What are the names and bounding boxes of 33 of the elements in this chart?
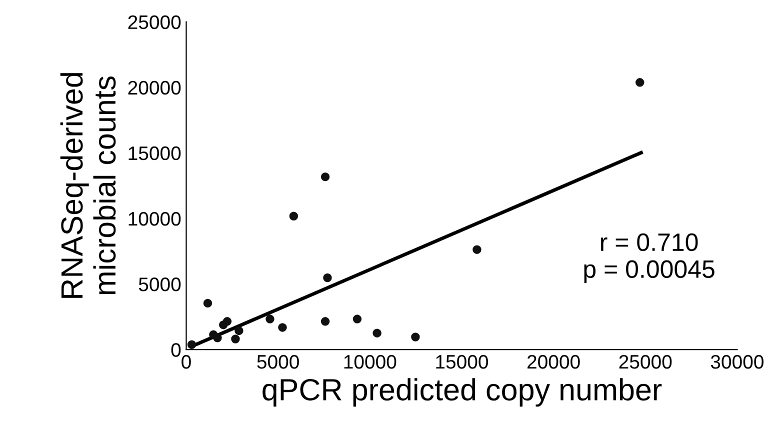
y-tick-label: 10000 <box>128 212 181 226</box>
point <box>187 340 196 349</box>
x-axis-title: qPCR predicted copy number <box>262 378 662 407</box>
point <box>266 314 274 324</box>
point <box>213 334 222 342</box>
y-axis-title: RNASeq-derived microbial counts <box>60 73 116 298</box>
point <box>323 273 332 282</box>
point <box>635 78 644 87</box>
point <box>289 212 298 221</box>
point <box>203 298 212 308</box>
x-tick-label: 15000 <box>436 354 488 369</box>
x-tick-label: 0 <box>182 354 191 369</box>
point <box>320 172 330 182</box>
point <box>278 323 287 332</box>
point <box>411 332 420 342</box>
y-tick-label: 5000 <box>138 278 181 292</box>
point <box>472 245 482 254</box>
y-tick-label: 15000 <box>128 146 181 160</box>
point <box>222 317 232 326</box>
point <box>372 328 382 338</box>
x-tick-label: 30000 <box>710 354 764 369</box>
x-tick-label: 20000 <box>527 354 580 369</box>
point <box>231 334 240 344</box>
point <box>352 314 362 324</box>
x-tick-label: 10000 <box>344 354 396 369</box>
y-tick-label: 25000 <box>128 15 181 30</box>
point <box>234 326 244 336</box>
x-tick-label: 25000 <box>619 354 672 369</box>
y-tick-label: 20000 <box>128 80 181 95</box>
point <box>320 317 330 326</box>
y-tick-label: 0 <box>171 343 181 357</box>
annotation: r = 0.710 p = 0.00045 <box>584 233 714 283</box>
x-tick-label: 5000 <box>257 354 299 369</box>
